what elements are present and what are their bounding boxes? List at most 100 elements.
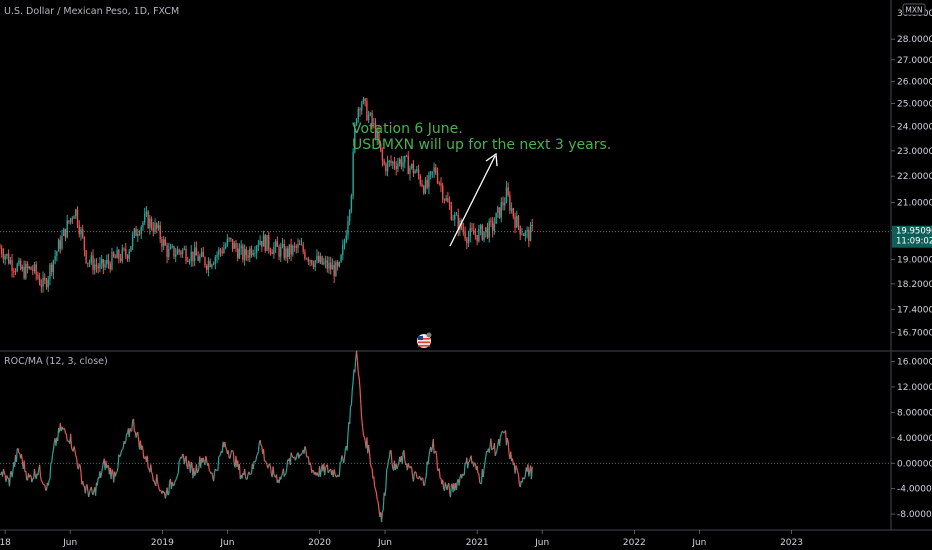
roc-segment: [458, 477, 461, 486]
candle-body: [40, 284, 43, 287]
roc-segment: [285, 467, 288, 474]
flag-stripe-red-1: [418, 338, 430, 340]
candle-body: [164, 239, 167, 246]
roc-segment: [132, 418, 135, 432]
roc-segment: [41, 481, 44, 485]
roc-segment: [96, 477, 99, 486]
indicator-pane[interactable]: [0, 350, 891, 523]
roc-segment: [185, 455, 188, 467]
candle-body: [416, 169, 418, 172]
candle-body: [257, 244, 260, 247]
candle-body: [118, 250, 120, 259]
candle-body: [147, 211, 149, 228]
candle-body: [49, 264, 51, 279]
candle-body: [114, 256, 117, 259]
candle-body: [455, 214, 458, 216]
roc-segment: [244, 469, 247, 477]
roc-segment: [6, 475, 9, 479]
roc-segment: [476, 466, 479, 474]
roc-segment: [382, 492, 385, 510]
candle-body: [300, 244, 303, 246]
roc-segment: [401, 452, 404, 465]
roc-segment: [483, 462, 486, 469]
time-tick-label: 2022: [623, 538, 646, 548]
roc-segment: [269, 466, 272, 474]
roc-segment: [117, 454, 120, 468]
candle-body: [252, 253, 254, 256]
candle-body: [123, 248, 125, 250]
roc-segment: [37, 469, 40, 476]
roc-segment: [137, 431, 140, 442]
roc-segment: [470, 455, 473, 464]
candle-body: [392, 161, 394, 164]
candle-body: [307, 258, 310, 262]
currency-badge[interactable]: MXN: [902, 3, 926, 16]
candle-body: [479, 225, 482, 230]
roc-segment: [254, 460, 257, 463]
roc-segment: [238, 464, 241, 480]
roc-segment: [414, 471, 417, 473]
roc-segment: [503, 431, 506, 434]
candle-body: [47, 278, 49, 288]
roc-segment: [124, 441, 127, 445]
candle-body: [412, 164, 415, 174]
indicator-label[interactable]: ROC/MA (12, 3, close): [4, 356, 108, 367]
candle-body: [345, 235, 347, 243]
annotation-line-1[interactable]: Votation 6 June.: [352, 121, 463, 137]
candle-body: [33, 264, 36, 271]
roc-segment: [386, 466, 389, 470]
roc-segment: [283, 474, 286, 477]
candle-body: [343, 242, 346, 245]
roc-segment: [64, 428, 67, 434]
candle-body: [261, 240, 263, 247]
candle-body: [509, 195, 511, 211]
roc-segment: [151, 471, 154, 475]
roc-segment: [157, 482, 160, 487]
us-flag-event-icon[interactable]: [417, 332, 432, 349]
roc-segment: [183, 459, 186, 465]
roc-segment: [121, 447, 124, 450]
candle-body: [283, 243, 285, 259]
roc-segment: [356, 360, 359, 374]
candle-body: [128, 251, 130, 259]
flag-stripe-red-2: [418, 341, 430, 344]
roc-segment: [214, 468, 217, 471]
roc-segment: [48, 478, 51, 481]
roc-segment: [90, 486, 93, 493]
roc-segment: [343, 457, 346, 463]
price-pane[interactable]: [0, 97, 533, 293]
annotation-line-2[interactable]: USDMXN will up for the next 3 years.: [352, 137, 611, 153]
candle-body: [355, 118, 358, 125]
candle-body: [180, 251, 182, 255]
candle-body: [443, 199, 446, 201]
roc-segment: [114, 472, 117, 477]
candle-body: [19, 260, 22, 270]
arrow-shaft: [449, 155, 496, 247]
candle-body: [500, 202, 502, 218]
roc-segment: [362, 434, 365, 438]
roc-segment: [86, 484, 89, 492]
time-axis[interactable]: 18 Jun 2019 Jun 2020 Jun 2021 Jun 2022 Jun 2023: [0, 530, 803, 548]
roc-segment: [51, 454, 54, 463]
candle-body: [176, 249, 179, 255]
roc-segment: [416, 477, 419, 479]
candle-body: [126, 255, 129, 259]
candle-body: [130, 246, 132, 252]
roc-segment: [341, 455, 344, 459]
indicator-axis[interactable]: 16.00000 12.00000 8.00000 4.00000 0.00000 -4.…: [891, 358, 932, 521]
roc-segment: [202, 457, 205, 463]
candle-body: [94, 264, 96, 271]
candle-body: [185, 248, 187, 261]
symbol-title[interactable]: U.S. Dollar / Mexican Peso, 1D, FXCM: [4, 6, 179, 17]
roc-segment: [506, 438, 509, 442]
candle-body: [59, 240, 61, 249]
roc-segment: [207, 463, 210, 471]
time-tick-label: 2021: [466, 538, 489, 548]
candle-body: [474, 234, 477, 236]
annotation-arrow[interactable]: [449, 152, 498, 247]
roc-segment: [327, 471, 330, 474]
roc-segment: [153, 480, 156, 485]
candle-body: [350, 195, 353, 211]
